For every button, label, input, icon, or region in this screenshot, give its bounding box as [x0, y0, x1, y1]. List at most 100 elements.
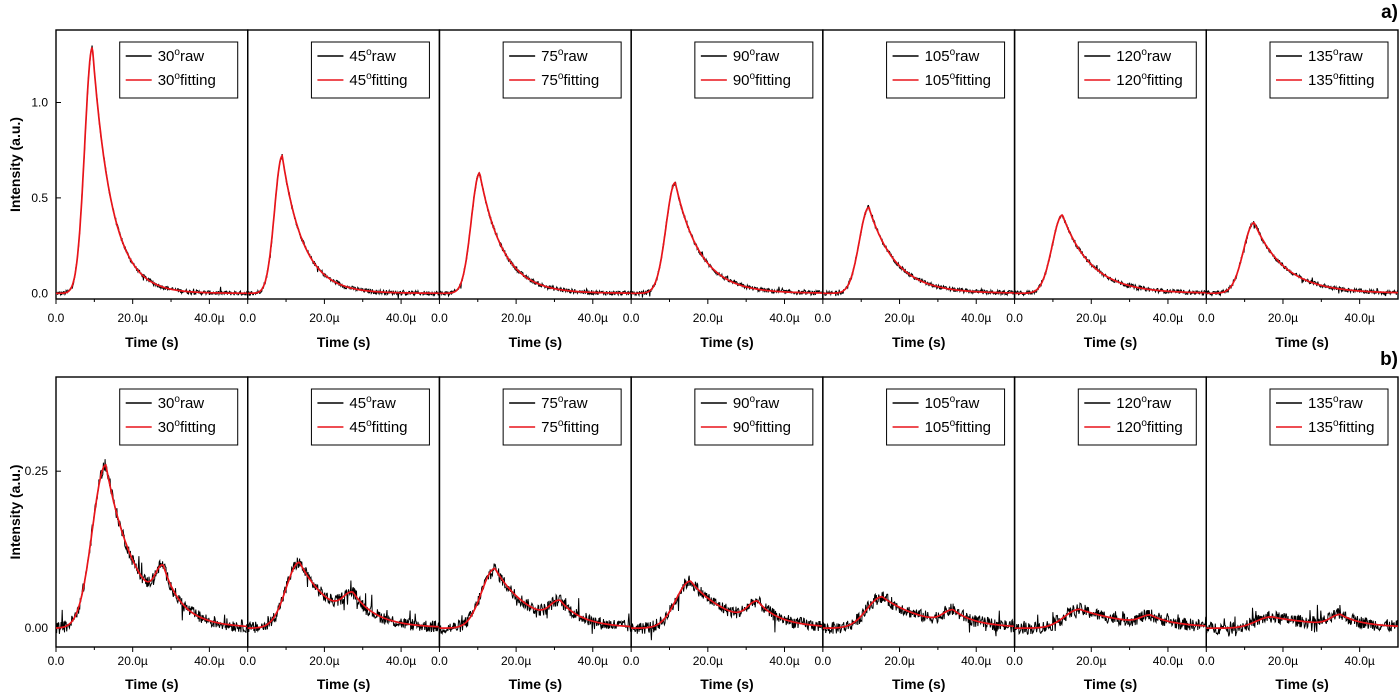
legend-box	[1269, 388, 1389, 446]
legend-box	[310, 41, 430, 99]
subplot-135: 0.0 20.0µ 40.0µ Time (s) 135oraw 135ofitting	[1198, 376, 1399, 692]
subplot-90: 0.0 20.0µ 40.0µ Time (s) 90oraw 90ofitting	[623, 376, 824, 692]
x-tick-label: 20.0µ	[884, 654, 914, 668]
legend-fit-label: 45ofitting	[349, 418, 407, 436]
legend: 135oraw 135ofitting	[1269, 41, 1389, 99]
fit-series-line	[1014, 214, 1207, 295]
x-tick-label: 20.0µ	[1076, 654, 1106, 668]
subplot-45: 0.0 20.0µ 40.0µ Time (s) 45oraw 45ofitting	[239, 29, 441, 350]
legend-fit-label: 30ofitting	[158, 418, 216, 436]
legend-fit-label: 30ofitting	[158, 71, 216, 89]
legend: 30oraw 30ofitting	[119, 41, 239, 99]
legend-raw-label: 30oraw	[158, 47, 205, 65]
chart-panel-b: b) Intensity (a.u.) 0.00 0.25 0.0 20.0µ 40.0µ T…	[7, 349, 1399, 692]
y-tick-label: 1.0	[31, 95, 48, 109]
fit-series-line	[56, 47, 248, 295]
fit-series-line	[631, 181, 823, 295]
x-tick-label: 20.0µ	[693, 311, 723, 325]
panel-label: b)	[1380, 349, 1398, 370]
y-tick-label: 0.5	[31, 191, 48, 205]
fit-series-line	[439, 567, 632, 630]
plot-frame	[1205, 29, 1399, 300]
x-tick-label: 0.0	[431, 311, 448, 325]
x-axis-label: Time (s)	[509, 676, 562, 692]
subplot-90: 0.0 20.0µ 40.0µ Time (s) 90oraw 90ofitting	[623, 29, 824, 350]
legend-box	[119, 388, 239, 446]
x-tick-label: 20.0µ	[309, 654, 339, 668]
legend-box	[886, 388, 1006, 446]
legend-fit-label: 105ofitting	[925, 71, 991, 89]
fit-series-line	[822, 206, 1015, 295]
x-tick-label: 40.0µ	[386, 654, 416, 668]
legend-raw-label: 75oraw	[541, 47, 588, 65]
legend: 105oraw 105ofitting	[886, 41, 1006, 99]
legend: 90oraw 90ofitting	[694, 41, 814, 99]
panel-label: a)	[1381, 2, 1398, 23]
x-tick-label: 20.0µ	[309, 311, 339, 325]
legend: 45oraw 45ofitting	[310, 388, 430, 446]
x-axis-label: Time (s)	[1084, 334, 1137, 350]
fit-series-line	[56, 463, 248, 629]
legend: 45oraw 45ofitting	[310, 41, 430, 99]
fit-series-line	[630, 580, 823, 630]
legend: 105oraw 105ofitting	[886, 388, 1006, 446]
fit-series-line	[247, 561, 440, 629]
legend-box	[502, 388, 622, 446]
x-tick-label: 20.0µ	[693, 654, 723, 668]
x-axis-label: Time (s)	[700, 676, 753, 692]
x-tick-label: 40.0µ	[386, 311, 416, 325]
legend-fit-label: 90ofitting	[733, 418, 791, 436]
y-axis-label: Intensity (a.u.)	[7, 117, 23, 212]
subplot-120: 0.0 20.0µ 40.0µ Time (s) 120oraw 120ofitting	[1006, 376, 1207, 692]
legend-raw-label: 105oraw	[925, 394, 980, 412]
legend-box	[1269, 41, 1389, 99]
subplot-30: 0.0 20.0µ 40.0µ Time (s) 30oraw 30ofitting	[48, 29, 249, 350]
subplot-75: 0.0 20.0µ 40.0µ Time (s) 75oraw 75ofitting	[431, 376, 632, 692]
subplot-30: 0.0 20.0µ 40.0µ Time (s) 30oraw 30ofitting	[48, 376, 249, 692]
x-tick-label: 0.0	[239, 654, 256, 668]
legend-raw-label: 90oraw	[733, 394, 780, 412]
x-tick-label: 40.0µ	[1153, 654, 1183, 668]
x-tick-label: 0.0	[1006, 311, 1023, 325]
subplot-75: 0.0 20.0µ 40.0µ Time (s) 75oraw 75ofitting	[431, 29, 632, 350]
y-tick-label: 0.0	[31, 286, 48, 300]
x-tick-label: 20.0µ	[118, 311, 148, 325]
x-tick-label: 0.0	[48, 654, 65, 668]
legend-box	[694, 388, 814, 446]
legend-fit-label: 90ofitting	[733, 71, 791, 89]
legend: 135oraw 135ofitting	[1269, 388, 1389, 446]
fit-series-line	[1014, 608, 1207, 630]
x-tick-label: 0.0	[239, 311, 256, 325]
subplot-105: 0.0 20.0µ 40.0µ Time (s) 105oraw 105ofitting	[815, 376, 1016, 692]
x-tick-label: 0.0	[623, 311, 640, 325]
x-tick-label: 0.0	[1198, 654, 1215, 668]
fit-series-line	[1206, 613, 1398, 630]
subplot-45: 0.0 20.0µ 40.0µ Time (s) 45oraw 45ofitting	[239, 376, 441, 692]
x-tick-label: 40.0µ	[194, 654, 224, 668]
subplot-105: 0.0 20.0µ 40.0µ Time (s) 105oraw 105ofitting	[815, 29, 1016, 350]
legend-fit-label: 75ofitting	[541, 418, 599, 436]
legend-raw-label: 120oraw	[1116, 394, 1171, 412]
x-tick-label: 0.0	[815, 311, 832, 325]
x-tick-label: 20.0µ	[501, 654, 531, 668]
x-tick-label: 20.0µ	[1076, 311, 1106, 325]
legend: 75oraw 75ofitting	[502, 388, 622, 446]
y-tick-label: 0.25	[25, 464, 49, 478]
x-tick-label: 40.0µ	[1345, 311, 1375, 325]
x-axis-label: Time (s)	[892, 334, 945, 350]
legend-raw-label: 30oraw	[158, 394, 205, 412]
legend: 120oraw 120ofitting	[1077, 41, 1197, 99]
x-tick-label: 20.0µ	[118, 654, 148, 668]
legend-box	[1077, 388, 1197, 446]
fit-series-line	[1206, 221, 1398, 295]
x-axis-label: Time (s)	[317, 676, 370, 692]
x-tick-label: 0.0	[48, 311, 65, 325]
x-axis-label: Time (s)	[700, 334, 753, 350]
x-axis-label: Time (s)	[509, 334, 562, 350]
x-axis-label: Time (s)	[1275, 334, 1328, 350]
x-tick-label: 20.0µ	[1268, 311, 1298, 325]
legend-raw-label: 45oraw	[349, 47, 396, 65]
legend-box	[1077, 41, 1197, 99]
y-tick-label: 0.00	[25, 621, 49, 635]
